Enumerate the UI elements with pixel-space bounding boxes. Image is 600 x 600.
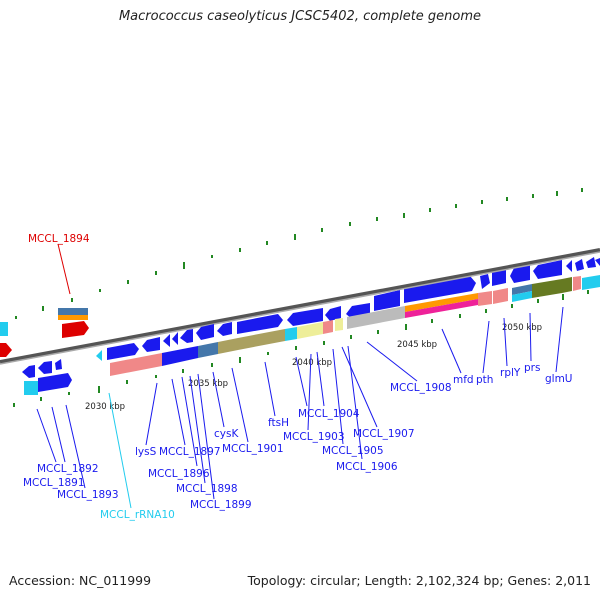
gene-label-mccl-rrna10: MCCL_rRNA10 — [100, 509, 175, 521]
gene-label-mccl-1897: MCCL_1897 — [159, 446, 221, 458]
gene-label-mccl-1892: MCCL_1892 — [37, 463, 99, 475]
gene-label-prs: prs — [524, 362, 540, 374]
scale-label: 2050 kbp — [502, 323, 542, 333]
gene-label-cysk: cysK — [214, 428, 239, 440]
map-title: Macrococcus caseolyticus JCSC5402, compl… — [118, 9, 482, 24]
genome-summary-text: Topology: circular; Length: 2,102,324 bp… — [247, 573, 591, 588]
scale-label: 2040 kbp — [292, 358, 332, 368]
gene-label-mccl-1901: MCCL_1901 — [222, 443, 284, 455]
gene-label-mccl-1896: MCCL_1896 — [148, 468, 210, 480]
outer-ruler-ticks — [15, 188, 583, 319]
accession-text: Accession: NC_011999 — [9, 573, 152, 588]
gene-label-mccl-1898: MCCL_1898 — [176, 483, 238, 495]
gene-label-mccl-1908: MCCL_1908 — [390, 382, 452, 394]
gene-label-mccl-1894: MCCL_1894 — [28, 233, 90, 245]
label-leader-lines — [36, 243, 564, 509]
gene-label-ftsh: ftsH — [268, 417, 289, 429]
gene-label-rply: rplY — [500, 367, 521, 379]
scale-label: 2035 kbp — [188, 379, 228, 389]
scale-label: 2030 kbp — [85, 402, 125, 412]
gene-label-mccl-1893: MCCL_1893 — [57, 489, 119, 501]
scale-label: 2045 kbp — [397, 340, 437, 350]
gene-label-mccl-1906: MCCL_1906 — [336, 461, 398, 473]
genome-backbone — [0, 248, 600, 364]
gene-label-mfd: mfd — [453, 374, 474, 386]
gene-label-mccl-1905: MCCL_1905 — [322, 445, 384, 457]
gene-label-mccl-1899: MCCL_1899 — [190, 499, 252, 511]
inner-ruler-ticks — [13, 290, 589, 407]
gene-label-mccl-1891: MCCL_1891 — [23, 477, 85, 489]
gene-label-mccl-1907: MCCL_1907 — [353, 428, 415, 440]
gene-label-pth: pth — [476, 374, 493, 386]
gene-label-mccl-1904: MCCL_1904 — [298, 408, 360, 420]
scale-labels: 2030 kbp 2035 kbp 2040 kbp 2045 kbp 2050… — [85, 323, 542, 412]
gene-labels: MCCL_1894 MCCL_1892 MCCL_1891 MCCL_1893 … — [23, 233, 573, 521]
gene-label-lyss: lysS — [135, 446, 157, 458]
gene-label-glmu: glmU — [545, 373, 573, 385]
gene-label-mccl-1903: MCCL_1903 — [283, 431, 345, 443]
outer-strand-features — [0, 257, 600, 357]
inner-strand-features — [22, 275, 600, 395]
